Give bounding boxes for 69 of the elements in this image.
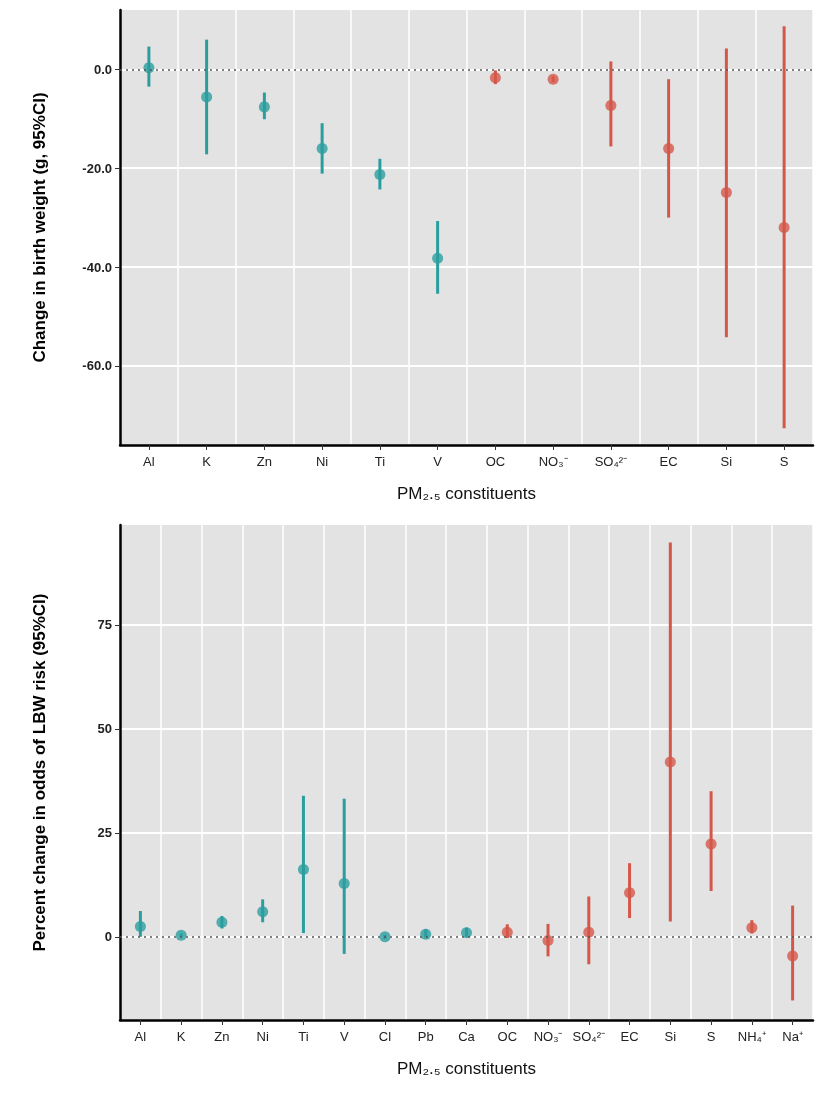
x-tick-label: Ti: [298, 1029, 309, 1044]
x-tick-label: S: [706, 1029, 716, 1044]
y-tick-label: 50: [97, 721, 112, 737]
x-tick-label: Na⁺: [782, 1029, 803, 1044]
x-tick-label: EC: [659, 454, 678, 469]
x-tick-label: OC: [485, 454, 506, 469]
point: [432, 252, 444, 264]
x-tick-label: K: [202, 454, 212, 469]
point: [461, 927, 472, 939]
point: [134, 920, 146, 932]
x-tick-label: V: [339, 1029, 349, 1044]
point: [664, 756, 676, 768]
point: [501, 926, 513, 938]
y-tick-label: -20.0: [82, 160, 112, 176]
y-tick-label: 0: [104, 929, 112, 945]
x-tick-label: K: [176, 1029, 186, 1044]
point: [379, 931, 391, 943]
x-tick-label: OC: [497, 1029, 518, 1044]
x-tick-label: NO₃⁻: [538, 454, 568, 469]
point: [420, 928, 432, 940]
point: [374, 169, 386, 181]
x-tick-label: Pb: [417, 1029, 434, 1044]
x-tick-label: S: [779, 454, 789, 469]
point: [257, 906, 269, 918]
x-tick-label: Si: [720, 454, 733, 469]
x-tick-label: Ni: [256, 1029, 269, 1044]
point: [624, 887, 636, 899]
point: [583, 926, 595, 938]
point: [258, 101, 270, 113]
x-axis-title: PM₂.₅ constituents: [396, 1059, 537, 1078]
x-tick-label: NH₄⁺: [737, 1029, 766, 1044]
x-tick-label: Ni: [315, 454, 329, 469]
x-tick-label: EC: [620, 1029, 639, 1044]
point: [175, 929, 187, 941]
x-tick-label: SO₄²⁻: [572, 1029, 606, 1044]
y-tick-label: -60.0: [82, 358, 112, 374]
point: [663, 142, 675, 154]
point: [705, 838, 717, 850]
x-tick-label: Cl: [378, 1029, 392, 1044]
point: [216, 916, 228, 928]
y-tick-label: 75: [97, 617, 112, 633]
point: [547, 73, 559, 85]
x-tick-label: Al: [143, 454, 155, 469]
point: [201, 91, 213, 103]
point: [605, 99, 617, 111]
y-axis-title: Change in birth weight (g, 95%CI): [30, 92, 49, 363]
y-tick-label: 25: [97, 825, 112, 841]
x-tick-label: Zn: [214, 1029, 230, 1044]
x-tick-label: Ca: [458, 1029, 476, 1044]
point: [489, 72, 501, 84]
point: [787, 950, 799, 962]
point: [542, 935, 554, 947]
x-axis-title: PM₂.₅ constituents: [396, 484, 537, 503]
x-tick-label: SO₄²⁻: [594, 454, 628, 469]
y-axis-title: Percent change in odds of LBW risk (95%CI): [30, 593, 49, 952]
x-tick-label: Si: [664, 1029, 677, 1044]
point: [746, 922, 758, 934]
point: [297, 863, 309, 875]
x-tick-label: Al: [134, 1029, 147, 1044]
point: [338, 878, 350, 890]
x-tick-label: NO₃⁻: [533, 1029, 563, 1044]
point: [778, 222, 790, 233]
point: [316, 142, 328, 154]
y-tick-label: 0.0: [93, 61, 112, 77]
y-tick-label: -40.0: [82, 259, 112, 275]
point: [720, 186, 732, 198]
x-tick-label: Zn: [256, 454, 272, 469]
x-tick-label: Ti: [374, 454, 386, 469]
x-tick-label: V: [433, 454, 443, 469]
